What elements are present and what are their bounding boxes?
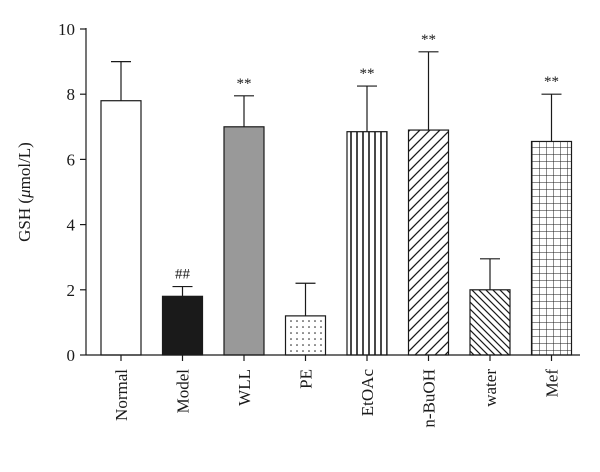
bars: [100, 100, 573, 356]
error-bars: [111, 51, 562, 316]
bar-normal: [100, 100, 142, 356]
significance-label: ##: [175, 267, 191, 283]
x-category-labels: Normal Model WLL PE EtOAc n-BuOH water Mef: [112, 355, 562, 428]
x-category-label: Normal: [112, 369, 131, 421]
y-axis-title: GSH (μmol/L): [15, 142, 34, 242]
bar-water: [469, 289, 511, 356]
x-category-label: WLL: [235, 369, 254, 406]
significance-label: **: [421, 32, 436, 48]
significance-annotations: ## ** ** ** **: [175, 32, 559, 283]
bar-wll: [223, 126, 265, 356]
x-category-label: PE: [297, 369, 316, 389]
x-category-label: EtOAc: [358, 369, 377, 417]
bar-model: [161, 295, 204, 356]
y-ticks: 0 2 4 6 8 10: [58, 20, 86, 365]
x-category-label: Mef: [543, 369, 562, 398]
significance-label: **: [544, 74, 559, 90]
y-tick-label: 6: [67, 150, 76, 169]
bar-pe: [284, 315, 327, 356]
significance-label: **: [360, 66, 375, 82]
significance-label: **: [237, 76, 252, 92]
bar-mef: [530, 140, 573, 356]
y-tick-label: 10: [58, 20, 75, 39]
x-category-label: Model: [174, 369, 193, 414]
y-tick-label: 8: [67, 85, 76, 104]
bar-n-buoh: [407, 129, 450, 356]
x-category-label: n-BuOH: [420, 369, 439, 428]
y-tick-label: 4: [67, 216, 76, 235]
x-category-label: water: [481, 369, 500, 407]
bar-etoac: [346, 131, 388, 356]
y-tick-label: 0: [67, 346, 76, 365]
y-tick-label: 2: [67, 281, 76, 300]
